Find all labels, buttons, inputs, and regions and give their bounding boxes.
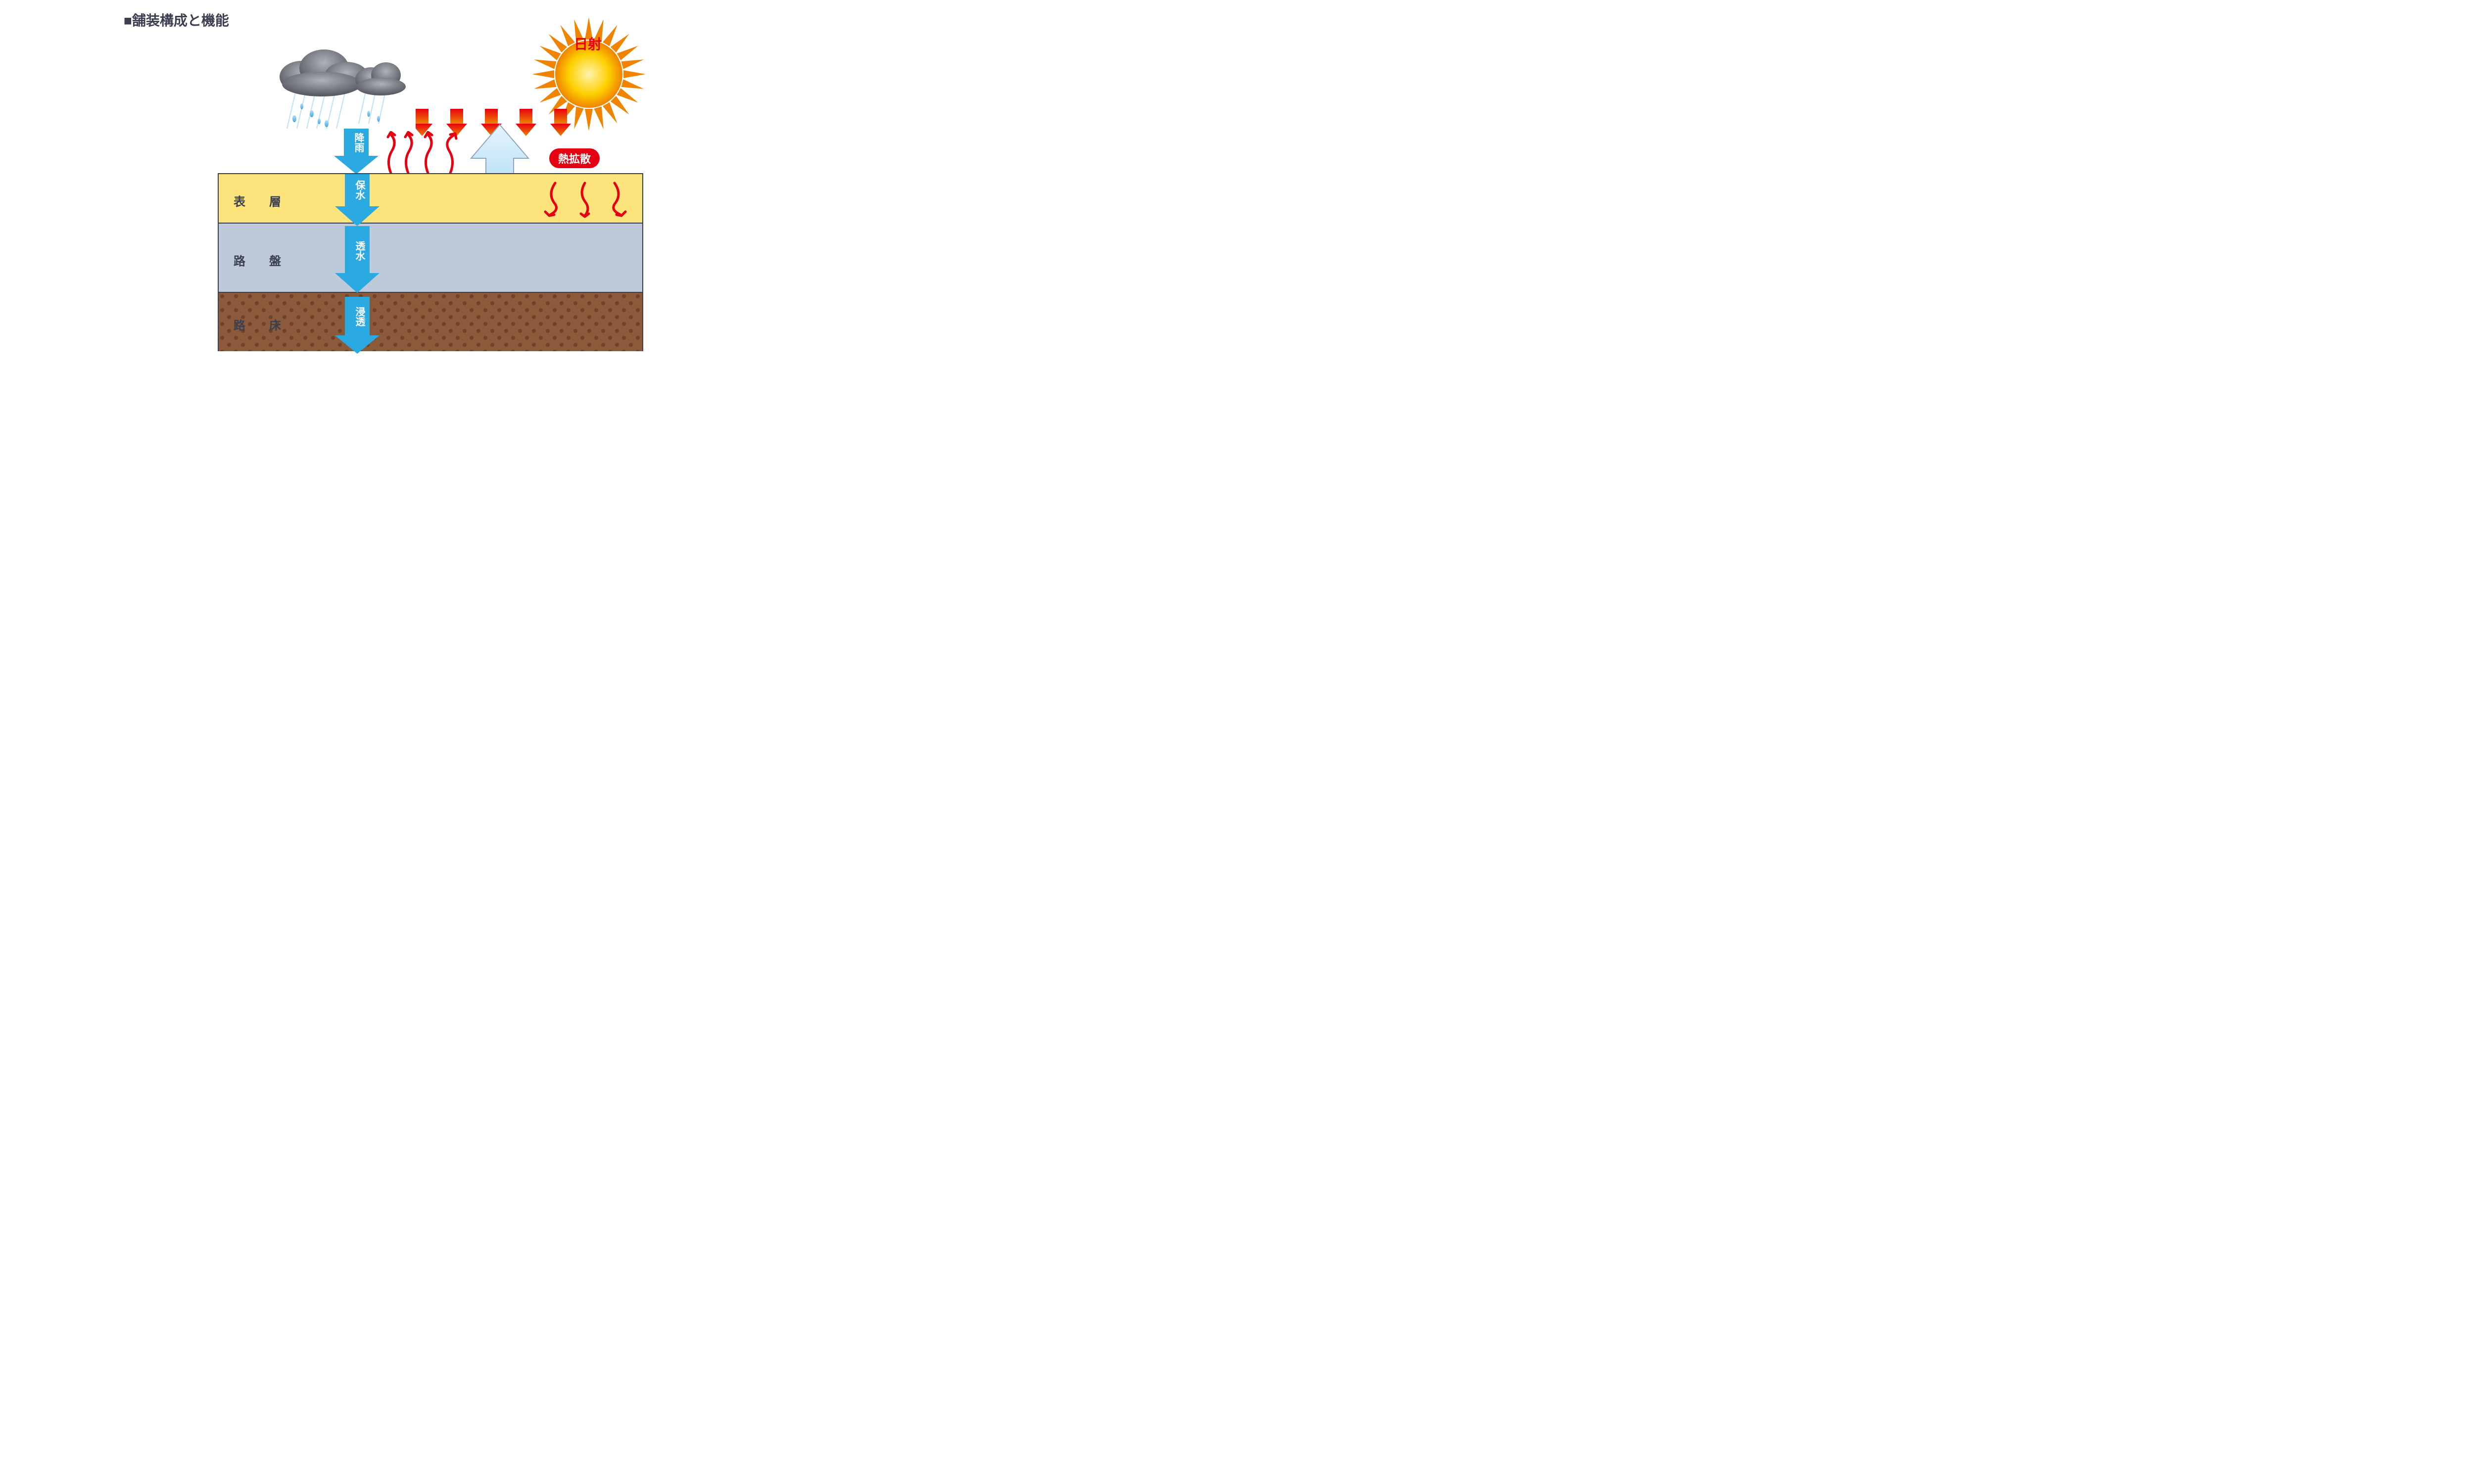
layer-surface-label: 表 層 [234, 192, 287, 209]
water-infiltrate-arrow-icon [330, 297, 384, 356]
pavement-diagram: 日射 [218, 25, 643, 361]
heat-diffusion-pill: 熱拡散 [549, 148, 600, 168]
heat-diffusion-wavy-icon [540, 179, 634, 219]
sun-label: 日射 [574, 34, 602, 53]
layer-roadbed: 路 盤 [219, 224, 642, 293]
diagram-title: ■舗装構成と機能 [124, 10, 229, 30]
water-retain-label: 保水 [352, 180, 367, 200]
water-permeate-label: 透水 [352, 241, 367, 261]
evaporative-heat-lines-icon [381, 131, 470, 176]
water-infiltrate-label: 浸透 [352, 307, 367, 326]
water-permeate-arrow-icon [330, 226, 384, 295]
layers-container: 表 層 路 盤 [218, 173, 643, 351]
rain-cloud-icon [267, 45, 416, 139]
layer-subgrade: 路 床 [219, 293, 642, 351]
layer-surface: 表 層 [219, 174, 642, 224]
layer-roadbed-label: 路 盤 [234, 251, 287, 269]
rainfall-label: 降雨 [351, 133, 366, 152]
layer-subgrade-label: 路 床 [234, 316, 287, 333]
